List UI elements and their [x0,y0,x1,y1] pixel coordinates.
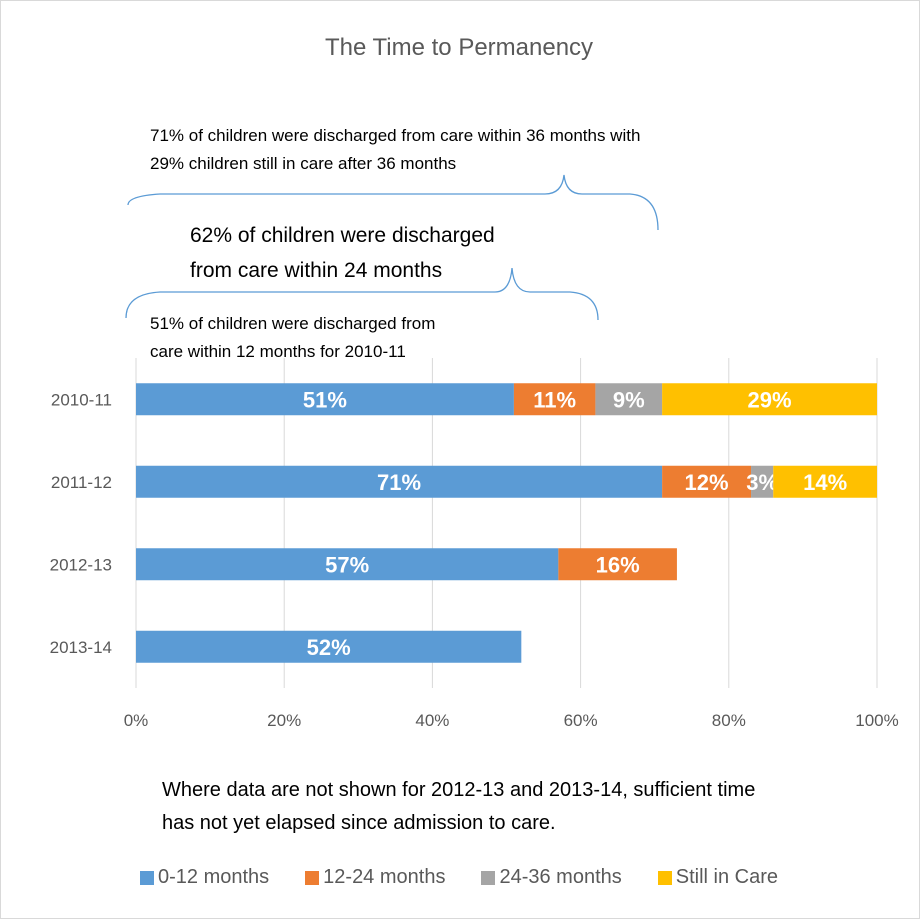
legend-swatch [481,870,496,885]
annotation-36-line2: 29% children still in care after 36 mont… [150,154,457,173]
legend-label: 24-36 months [499,866,622,888]
legend-label: 12-24 months [323,866,446,888]
chart-title: The Time to Permanency [324,34,594,61]
bar-segment [751,465,774,498]
legend-label: Still in Care [675,866,779,888]
bar-segment [136,383,514,416]
annotation-12-months: 51% of children were discharged from car… [150,310,570,366]
annotation-36-line1: 71% of children were discharged from car… [150,126,641,145]
x-tick-label: 40% [415,711,449,730]
bar-segment [662,465,752,498]
bar-segment [662,383,877,416]
legend-swatch [657,870,672,885]
legend-swatch [305,870,320,885]
legend-label: 0-12 months [157,866,270,888]
annotation-24-line1: 62% of children were discharged [190,224,495,247]
x-tick-label: 20% [267,711,301,730]
x-tick-label: 60% [564,711,598,730]
annotation-36-months: 71% of children were discharged from car… [150,122,810,178]
bar-data-label: 51% [303,387,347,412]
bar-segment [136,548,559,581]
annotation-24-months: 62% of children were discharged from car… [190,218,590,288]
legend-item: Still in Care [657,866,779,889]
bar-segment [513,383,596,416]
chart-legend: 0-12 months 12-24 months 24-36 months Still… [0,866,918,889]
bar-data-label: 11% [533,387,576,412]
x-tick-label: 0% [124,711,149,730]
bar-segment [136,465,663,498]
bar-data-label: 3% [746,470,778,495]
footnote-line1: Where data are not shown for 2012-13 and… [162,779,756,801]
y-category-label: 2012-13 [50,555,112,574]
y-category-label: 2013-14 [50,638,112,657]
brace-36-months [127,174,659,231]
y-category-label: 2010-11 [51,390,112,409]
bar-data-label: 12% [685,470,729,495]
bar-segment [136,630,522,663]
annotation-12-line1: 51% of children were discharged from [150,314,436,333]
x-tick-label: 80% [712,711,746,730]
annotation-12-line2: care within 12 months for 2010-11 [150,342,406,361]
footnote: Where data are not shown for 2012-13 and… [162,774,892,840]
bar-data-label: 71% [377,470,421,495]
legend-swatch [139,870,154,885]
bar-data-label: 9% [613,387,645,412]
legend-item: 12-24 months [305,866,445,889]
bar-segment [595,383,663,416]
legend-item: 0-12 months [139,866,270,889]
x-tick-label: 100% [855,711,898,730]
legend-item: 24-36 months [481,866,622,889]
annotation-24-line2: from care within 24 months [190,259,443,282]
bar-segment [773,465,877,498]
brace-24-months [125,267,599,321]
bar-segment [558,548,677,581]
bar-data-label: 29% [748,387,792,412]
y-category-label: 2011-12 [51,473,112,492]
bar-data-label: 14% [803,470,847,495]
bar-data-label: 52% [307,635,351,660]
bar-data-label: 16% [596,552,640,577]
bar-data-label: 57% [325,552,369,577]
footnote-line2: has not yet elapsed since admission to c… [162,812,556,834]
